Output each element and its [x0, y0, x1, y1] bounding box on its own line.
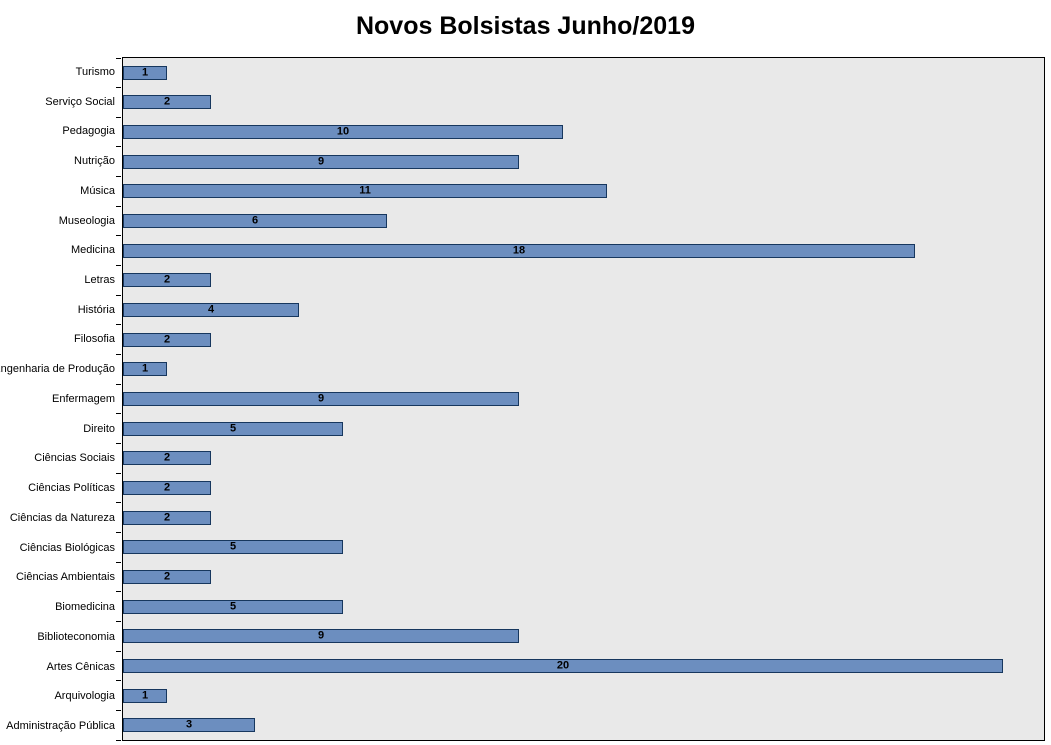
bar: 2: [123, 451, 211, 466]
chart-body: Turismo Serviço Social Pedagogia Nutrição Mú…: [0, 57, 1051, 745]
bar-value-label: 11: [359, 184, 371, 197]
bar-value-label: 2: [163, 451, 171, 464]
y-axis-label: Administração Pública: [6, 720, 115, 733]
bar-row: 10: [116, 116, 1044, 147]
y-axis-label: Biomedicina: [55, 601, 115, 614]
bar-row: 9: [116, 146, 1044, 177]
bar-value-label: 1: [141, 689, 149, 702]
bar-row: 1: [116, 57, 1044, 88]
bar: 9: [123, 629, 520, 644]
bar-row: 1: [116, 354, 1044, 385]
bar: 18: [123, 243, 916, 258]
bar-value-label: 5: [229, 600, 237, 613]
bar-value-label: 3: [185, 718, 193, 731]
y-axis-label: Ciências Políticas: [28, 482, 115, 495]
bar-value-label: 1: [141, 362, 149, 375]
bar: 5: [123, 599, 344, 614]
chart-title: Novos Bolsistas Junho/2019: [355, 12, 695, 40]
y-axis-label: Arquivologia: [54, 690, 115, 703]
bar-value-label: 6: [251, 214, 259, 227]
y-axis-label: Serviço Social: [45, 95, 115, 108]
y-axis-label: Turismo: [75, 65, 115, 78]
bar-row: 18: [116, 235, 1044, 266]
bar-value-label: 9: [317, 629, 325, 642]
y-axis-label: Enfermagem: [52, 392, 115, 405]
bar-row: 2: [116, 502, 1044, 533]
bar: 2: [123, 273, 211, 288]
bar-value-label: 4: [207, 303, 215, 316]
bar: 20: [123, 658, 1004, 673]
bar: 2: [123, 332, 211, 347]
bar-row: 2: [116, 561, 1044, 592]
y-axis-label: Filosofia: [74, 333, 115, 346]
bar-row: 3: [116, 709, 1044, 740]
y-axis-label: Nutrição: [74, 155, 115, 168]
bar: 5: [123, 540, 344, 555]
bar: 10: [123, 125, 564, 140]
bar: 1: [123, 362, 167, 377]
y-axis-label: Engenharia de Produção: [0, 363, 115, 376]
bar-row: 11: [116, 176, 1044, 207]
bar-row: 2: [116, 265, 1044, 296]
y-axis-label: Direito: [83, 422, 115, 435]
bar-value-label: 5: [229, 422, 237, 435]
y-axis-label: Medicina: [70, 244, 115, 257]
bar-value-label: 20: [556, 659, 570, 672]
bar: 9: [123, 154, 520, 169]
bar-value-label: 10: [336, 125, 350, 138]
y-axis-label: Música: [80, 184, 115, 197]
bar-value-label: 1: [141, 66, 149, 79]
bar-value-label: 2: [163, 95, 171, 108]
bar-value-label: 2: [163, 511, 171, 524]
bar: 2: [123, 481, 211, 496]
bar-value-label: 2: [163, 570, 171, 583]
y-axis-label: Biblioteconomia: [37, 630, 115, 643]
bar-value-label: 9: [317, 392, 325, 405]
y-axis-label: Ciências Ambientais: [15, 571, 115, 584]
bar-value-label: 2: [163, 481, 171, 494]
bar: 9: [123, 392, 520, 407]
bar-row: 20: [116, 650, 1044, 681]
bar: 3: [123, 718, 255, 733]
bar-value-label: 5: [229, 540, 237, 553]
y-axis-labels: Turismo Serviço Social Pedagogia Nutrição Mú…: [0, 57, 122, 741]
bar-row: 5: [116, 532, 1044, 563]
y-axis-label: História: [77, 303, 115, 316]
bar-value-label: 18: [512, 244, 526, 257]
y-axis-label: Ciências Biológicas: [19, 541, 115, 554]
bar: 4: [123, 303, 299, 318]
y-axis-label: Museologia: [58, 214, 115, 227]
bar-row: 1: [116, 680, 1044, 711]
bar: 1: [123, 65, 167, 80]
y-axis-label: Ciências da Natureza: [9, 511, 115, 524]
bar-row: 9: [116, 383, 1044, 414]
bar: 2: [123, 95, 211, 110]
bar-value-label: 2: [163, 333, 171, 346]
bar: 5: [123, 421, 344, 436]
bar: 6: [123, 214, 388, 229]
bar: 11: [123, 184, 608, 199]
y-axis-label: Pedagogia: [62, 125, 115, 138]
bar-row: 6: [116, 205, 1044, 236]
plot-area: 1 2 10 9 11 6 18 2 4 2 1 9 5 2 2 2 5 2 5 9 20 1 3: [116, 57, 1045, 741]
bar-row: 5: [116, 413, 1044, 444]
bar: 2: [123, 569, 211, 584]
bar-row: 4: [116, 294, 1044, 325]
bar-row: 2: [116, 87, 1044, 118]
bar-value-label: 2: [163, 273, 171, 286]
y-axis-label: Artes Cênicas: [46, 660, 115, 673]
bar: 2: [123, 510, 211, 525]
bar: 1: [123, 688, 167, 703]
bar-row: 2: [116, 472, 1044, 503]
bar-row: 2: [116, 443, 1044, 474]
bar-row: 9: [116, 620, 1044, 651]
bar-value-label: 9: [317, 155, 325, 168]
y-axis-label: Letras: [84, 274, 115, 286]
y-axis-label: Ciências Sociais: [34, 452, 115, 465]
bar-row: 2: [116, 324, 1044, 355]
bar-row: 5: [116, 591, 1044, 622]
